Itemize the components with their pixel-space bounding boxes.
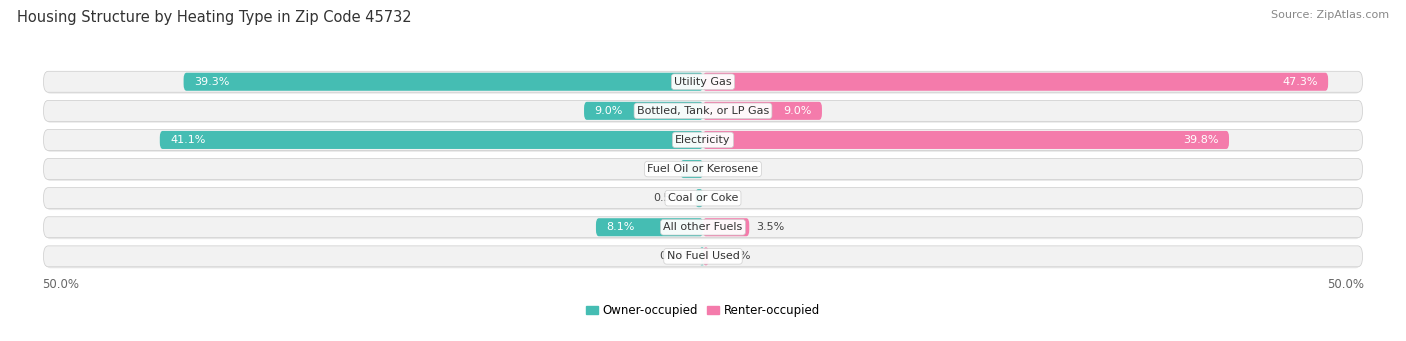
Text: All other Fuels: All other Fuels xyxy=(664,222,742,232)
FancyBboxPatch shape xyxy=(45,218,1361,239)
Text: 9.0%: 9.0% xyxy=(783,106,811,116)
Text: 9.0%: 9.0% xyxy=(595,106,623,116)
FancyBboxPatch shape xyxy=(44,217,1362,238)
Text: 0.0%: 0.0% xyxy=(710,164,738,174)
FancyBboxPatch shape xyxy=(44,100,1362,121)
Text: 50.0%: 50.0% xyxy=(42,278,79,291)
Text: 39.3%: 39.3% xyxy=(194,77,229,87)
FancyBboxPatch shape xyxy=(160,131,703,149)
FancyBboxPatch shape xyxy=(703,73,1329,91)
FancyBboxPatch shape xyxy=(583,102,703,120)
FancyBboxPatch shape xyxy=(703,131,1229,149)
FancyBboxPatch shape xyxy=(44,71,1362,92)
FancyBboxPatch shape xyxy=(45,189,1361,210)
Text: 8.1%: 8.1% xyxy=(606,222,636,232)
FancyBboxPatch shape xyxy=(45,102,1361,123)
FancyBboxPatch shape xyxy=(184,73,703,91)
Legend: Owner-occupied, Renter-occupied: Owner-occupied, Renter-occupied xyxy=(581,299,825,322)
FancyBboxPatch shape xyxy=(45,131,1361,152)
FancyBboxPatch shape xyxy=(44,246,1362,267)
FancyBboxPatch shape xyxy=(44,188,1362,209)
Text: 39.8%: 39.8% xyxy=(1182,135,1219,145)
Text: 0.44%: 0.44% xyxy=(716,251,751,261)
Text: Source: ZipAtlas.com: Source: ZipAtlas.com xyxy=(1271,10,1389,20)
FancyBboxPatch shape xyxy=(703,218,749,236)
Text: 0.58%: 0.58% xyxy=(654,193,689,203)
FancyBboxPatch shape xyxy=(45,73,1361,94)
FancyBboxPatch shape xyxy=(44,130,1362,150)
Text: Fuel Oil or Kerosene: Fuel Oil or Kerosene xyxy=(647,164,759,174)
FancyBboxPatch shape xyxy=(596,218,703,236)
Text: Housing Structure by Heating Type in Zip Code 45732: Housing Structure by Heating Type in Zip… xyxy=(17,10,412,25)
FancyBboxPatch shape xyxy=(700,247,704,265)
FancyBboxPatch shape xyxy=(703,247,709,265)
Text: 47.3%: 47.3% xyxy=(1282,77,1317,87)
Text: 3.5%: 3.5% xyxy=(756,222,785,232)
Text: Electricity: Electricity xyxy=(675,135,731,145)
FancyBboxPatch shape xyxy=(696,189,703,207)
Text: 41.1%: 41.1% xyxy=(170,135,205,145)
FancyBboxPatch shape xyxy=(681,160,703,178)
Text: 0.14%: 0.14% xyxy=(659,251,695,261)
FancyBboxPatch shape xyxy=(44,159,1362,179)
Text: 0.0%: 0.0% xyxy=(710,193,738,203)
FancyBboxPatch shape xyxy=(703,102,823,120)
FancyBboxPatch shape xyxy=(45,160,1361,181)
Text: 1.7%: 1.7% xyxy=(645,164,673,174)
Text: Utility Gas: Utility Gas xyxy=(675,77,731,87)
Text: Coal or Coke: Coal or Coke xyxy=(668,193,738,203)
Text: 50.0%: 50.0% xyxy=(1327,278,1364,291)
Text: No Fuel Used: No Fuel Used xyxy=(666,251,740,261)
Text: Bottled, Tank, or LP Gas: Bottled, Tank, or LP Gas xyxy=(637,106,769,116)
FancyBboxPatch shape xyxy=(45,247,1361,268)
